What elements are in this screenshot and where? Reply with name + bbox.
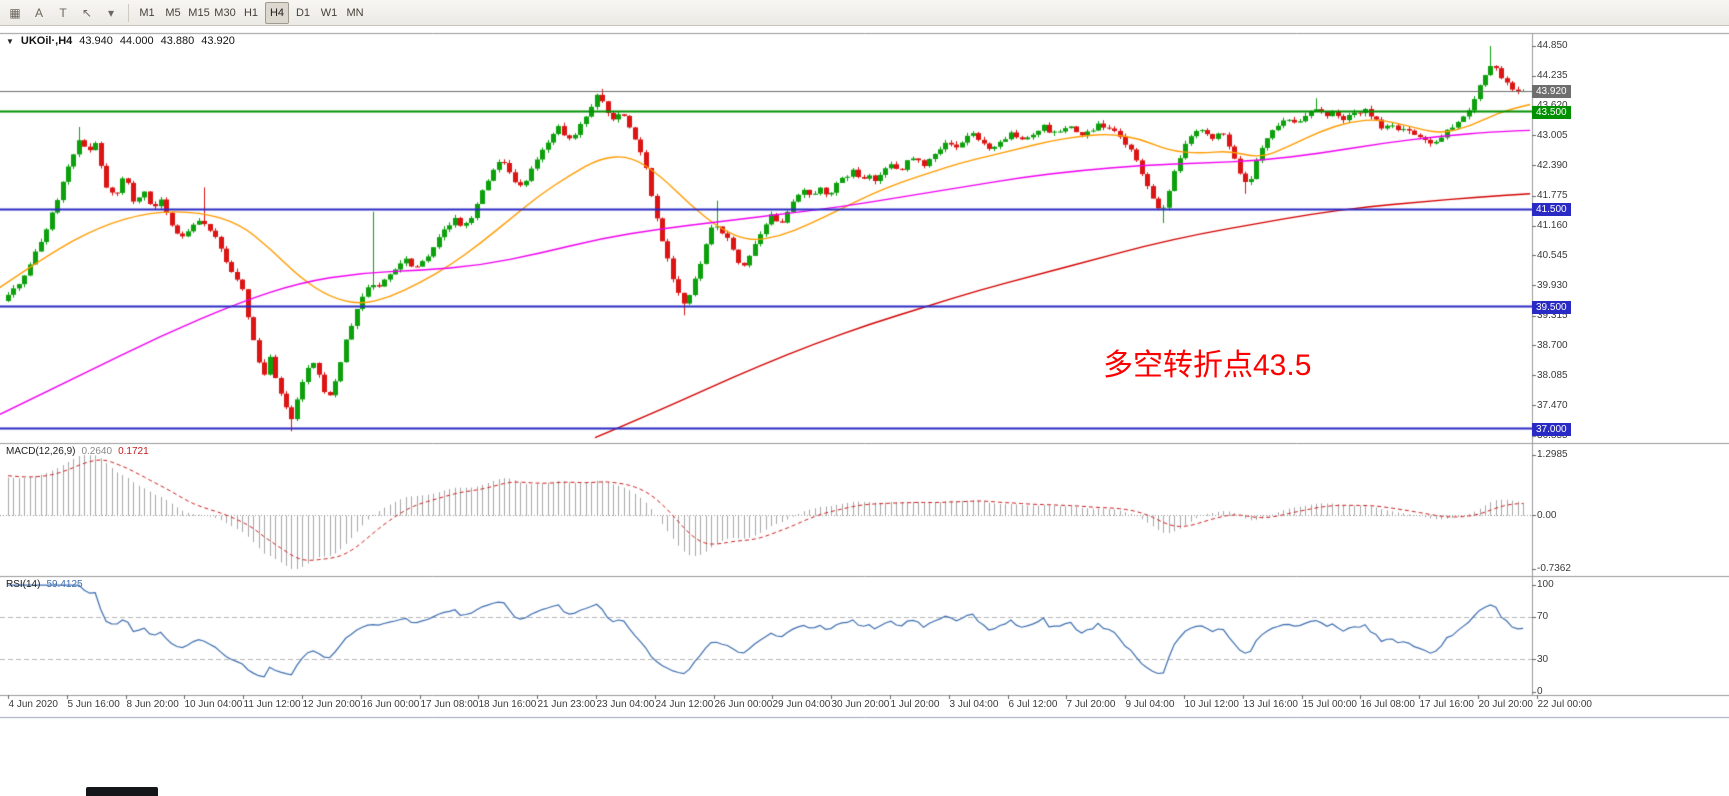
price-axis[interactable]: 44.850 44.235 43.620 43.005 42.390 41.775 41.1… [1532, 33, 1729, 717]
date-label: 10 Jun 04:00 [184, 699, 243, 710]
text-tool-icon[interactable]: A [34, 5, 43, 20]
taskbar-fragment[interactable] [86, 787, 158, 796]
rsi-indicator-name: RSI(14) [6, 579, 41, 590]
price-label: 39.930 [1537, 280, 1568, 291]
pivot-line-label: 43.500 [1532, 105, 1571, 119]
date-label: 24 Jun 12:00 [655, 699, 714, 710]
date-label: 7 Jul 20:00 [1066, 699, 1116, 710]
rsi-axis-label: 70 [1537, 611, 1549, 623]
chart-grid-icon[interactable]: ▦ [9, 5, 21, 20]
ohlc-open: 43.940 [79, 35, 113, 47]
price-label: 44.850 [1537, 40, 1568, 51]
date-label: 20 Jul 20:00 [1478, 699, 1534, 710]
period-button-h4[interactable]: H4 [265, 1, 289, 24]
date-label: 17 Jul 16:00 [1419, 699, 1475, 710]
rsi-axis-label: 100 [1537, 579, 1554, 590]
price-label: 44.235 [1537, 70, 1568, 81]
date-label: 5 Jun 16:00 [67, 699, 120, 710]
date-label: 30 Jun 20:00 [831, 699, 890, 710]
cursor-tool-icon[interactable]: ↖ [81, 5, 93, 20]
price-label: 37.470 [1537, 400, 1568, 411]
symbol-dropdown-icon[interactable]: ▼ [6, 36, 14, 46]
date-label: 13 Jul 16:00 [1243, 699, 1299, 710]
rsi-axis-label: 30 [1537, 653, 1549, 665]
date-label: 29 Jun 04:00 [772, 699, 831, 710]
date-label: 22 Jul 00:00 [1537, 699, 1593, 710]
tools-dropdown-icon[interactable]: ▾ [107, 5, 115, 20]
period-button-h1[interactable]: H1 [243, 6, 259, 19]
timeframe-buttons: M1 M5 M15 M30 H1 H4 D1 W1 MN [134, 1, 368, 24]
ohlc-close: 43.920 [201, 35, 235, 47]
ohlc-high: 44.000 [119, 35, 154, 47]
date-label: 3 Jul 04:00 [949, 699, 999, 710]
date-label: 26 Jun 00:00 [714, 699, 773, 710]
ohlc-low: 43.880 [160, 35, 195, 47]
price-label: 43.005 [1537, 130, 1568, 141]
period-button-m30[interactable]: M30 [214, 6, 236, 19]
price-label: 43.620 [1537, 100, 1568, 112]
price-label: 41.160 [1537, 220, 1568, 231]
macd-title: MACD(12,26,9) 0.2640 0.1721 [6, 446, 149, 457]
shapes-tool-icon[interactable]: T [59, 5, 67, 20]
date-label: 15 Jul 00:00 [1302, 699, 1358, 710]
date-label: 11 Jun 12:00 [243, 699, 301, 710]
price-label: 42.390 [1537, 160, 1568, 171]
macd-value: 0.2640 [81, 446, 113, 457]
macd-axis-label: 1.2985 [1537, 449, 1568, 460]
period-button-d1[interactable]: D1 [295, 6, 311, 19]
period-button-w1[interactable]: W1 [320, 6, 338, 19]
price-label: 38.085 [1537, 370, 1568, 381]
annotation-text: 多空转折点43.5 [1103, 349, 1312, 382]
date-label: 12 Jun 20:00 [302, 699, 361, 710]
rsi-axis-label: 0 [1537, 686, 1543, 697]
rsi-title: RSI(14) 59.4125 [6, 579, 83, 590]
date-label: 17 Jun 08:00 [420, 699, 479, 710]
support-line-label: 41.500 [1532, 203, 1571, 217]
date-label: 16 Jul 08:00 [1360, 699, 1416, 710]
time-axis[interactable]: 4 Jun 2020 5 Jun 16:00 8 Jun 20:00 10 Jun 0… [0, 695, 1729, 717]
support-line-label: 37.000 [1532, 422, 1571, 436]
support-line-label: 39.500 [1532, 300, 1571, 314]
date-label: 6 Jul 12:00 [1008, 699, 1058, 710]
price-label: 38.700 [1537, 340, 1568, 351]
period-button-m5[interactable]: M5 [165, 6, 181, 19]
period-button-m1[interactable]: M1 [139, 6, 155, 19]
price-label: 39.315 [1537, 310, 1568, 321]
date-label: 23 Jun 04:00 [596, 699, 655, 710]
chart-symbol-timeframe: UKOil·,H4 [20, 35, 73, 47]
macd-indicator-name: MACD(12,26,9) [6, 446, 76, 457]
date-label: 9 Jul 04:00 [1125, 699, 1175, 710]
date-label: 1 Jul 20:00 [890, 699, 940, 710]
date-label: 8 Jun 20:00 [126, 699, 179, 710]
toolbar: ▦ A T ↖ ▾ M1 M5 M15 M30 H1 H4 D1 W1 MN [0, 0, 1729, 26]
date-label: 16 Jun 00:00 [361, 699, 420, 710]
date-label: 21 Jun 23:00 [537, 699, 596, 710]
toolbar-separator [128, 3, 129, 22]
price-label: 41.775 [1537, 190, 1568, 201]
rsi-value: 59.4125 [46, 579, 83, 590]
macd-axis-label: 0.00 [1537, 509, 1557, 521]
price-label: 40.545 [1537, 250, 1568, 261]
chart-title: ▼ UKOil·,H4 43.940 44.000 43.880 43.920 [6, 35, 235, 47]
period-button-mn[interactable]: MN [346, 6, 364, 19]
macd-axis-label: -0.7362 [1537, 563, 1571, 574]
date-label: 4 Jun 2020 [8, 699, 59, 710]
toolbar-tools: ▦ A T ↖ ▾ [3, 2, 123, 24]
period-button-m15[interactable]: M15 [188, 6, 210, 19]
date-label: 18 Jun 16:00 [478, 699, 537, 710]
current-price-label: 43.920 [1532, 85, 1571, 99]
date-label: 10 Jul 12:00 [1184, 699, 1240, 710]
macd-signal-value: 0.1721 [118, 446, 149, 457]
